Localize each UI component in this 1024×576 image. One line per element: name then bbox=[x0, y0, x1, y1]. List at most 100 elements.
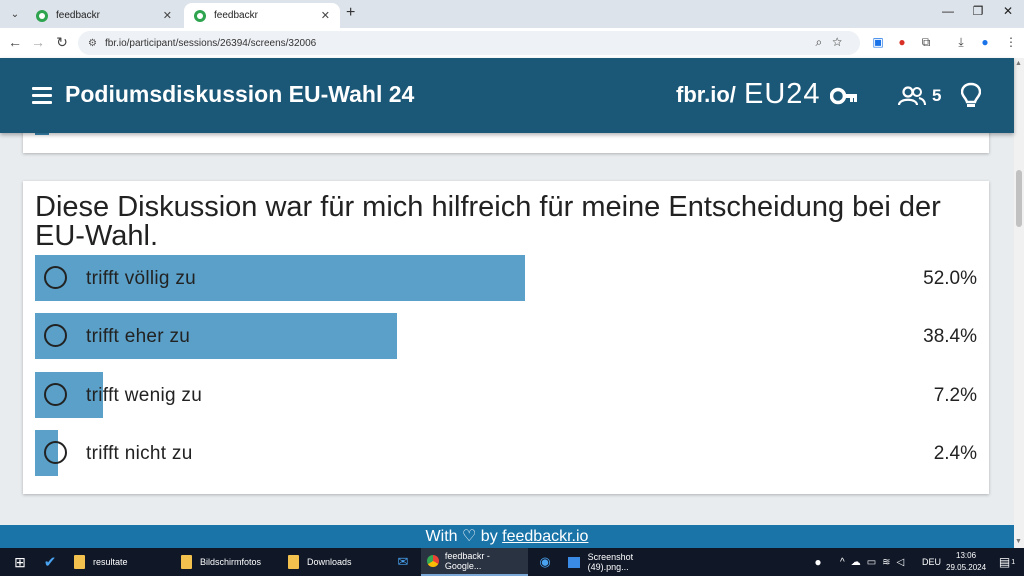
question-text: Diese Diskussion war für mich hilfreich … bbox=[35, 191, 941, 252]
answer-option[interactable]: trifft eher zu 38.4% bbox=[35, 313, 977, 359]
lightbulb-icon[interactable] bbox=[960, 82, 982, 115]
taskbar-app[interactable]: Downloads bbox=[282, 548, 386, 576]
image-viewer-icon bbox=[568, 556, 580, 568]
tray-chevron-icon[interactable]: ^ bbox=[840, 556, 851, 568]
answer-option[interactable]: trifft nicht zu 2.4% bbox=[35, 430, 977, 476]
windows-taskbar: ⊞ ✔ resultate Bildschirmfotos Downloads … bbox=[0, 548, 1024, 576]
hamburger-menu-icon[interactable] bbox=[32, 87, 52, 104]
url-text: fbr.io/participant/sessions/26394/screen… bbox=[104, 37, 317, 49]
session-code: EU24 bbox=[744, 78, 821, 110]
app-header: Podiumsdiskussion EU-Wahl 24 fbr.io/ EU2… bbox=[0, 58, 1014, 133]
taskbar-app-label: Bildschirmfotos bbox=[200, 557, 262, 567]
footer-by: by bbox=[480, 528, 498, 545]
checkmark-app-icon[interactable]: ✔ bbox=[43, 554, 57, 571]
feedbackr-favicon-icon bbox=[36, 9, 48, 22]
radio-button-icon[interactable] bbox=[44, 441, 67, 464]
zoom-icon[interactable]: ⌕ bbox=[815, 35, 833, 49]
option-percent: 7.2% bbox=[933, 385, 977, 406]
extension-icon[interactable]: ▣ bbox=[872, 35, 884, 49]
taskbar-app-label: resultate bbox=[93, 557, 128, 567]
tab-title: feedbackr bbox=[56, 10, 100, 21]
taskbar-app-label: feedbackr - Google... bbox=[444, 551, 490, 571]
notification-app-icon[interactable]: ● bbox=[814, 555, 822, 569]
language-indicator[interactable]: DEU bbox=[922, 557, 942, 567]
folder-icon bbox=[74, 555, 85, 569]
minimize-icon[interactable]: — bbox=[942, 4, 954, 18]
page-scrollbar[interactable]: ▲ ▼ bbox=[1014, 58, 1024, 548]
option-label: trifft nicht zu bbox=[86, 443, 193, 464]
feedbackr-link[interactable]: feedbackr.io bbox=[502, 528, 589, 545]
browser-tab-2[interactable]: feedbackr ✕ bbox=[184, 3, 340, 28]
radio-button-icon[interactable] bbox=[44, 266, 67, 289]
option-label: trifft wenig zu bbox=[86, 385, 203, 406]
previous-question-card bbox=[23, 133, 989, 153]
wifi-icon[interactable]: ≋ bbox=[882, 556, 897, 568]
profile-avatar-icon[interactable]: ● bbox=[981, 35, 989, 49]
footer-bar: With ♡ by feedbackr.io bbox=[0, 525, 1014, 548]
heart-icon: ♡ bbox=[462, 528, 477, 545]
footer-prefix: With bbox=[425, 528, 458, 545]
option-label: trifft völlig zu bbox=[86, 268, 197, 289]
browser-tab-strip: ⌄ feedbackr ✕ feedbackr ✕ + — ❐ ✕ bbox=[0, 0, 1024, 28]
browser-tab-1[interactable]: feedbackr ✕ bbox=[26, 3, 182, 28]
notification-count: 1 bbox=[1011, 558, 1016, 566]
taskbar-app-active[interactable]: feedbackr - Google... bbox=[421, 548, 528, 576]
reload-icon[interactable]: ↻ bbox=[56, 34, 68, 50]
taskbar-app-label: Downloads bbox=[307, 557, 352, 567]
chrome-icon bbox=[427, 555, 439, 567]
result-bar bbox=[35, 255, 525, 301]
site-info-icon[interactable]: ⚙ bbox=[88, 37, 97, 49]
more-menu-icon[interactable]: ⋮ bbox=[1005, 35, 1017, 49]
clock-date: 29.05.2024 bbox=[946, 563, 987, 572]
browser-app-icon[interactable]: ◉ bbox=[539, 554, 551, 569]
mail-icon[interactable]: ✉ bbox=[397, 554, 409, 569]
radio-button-icon[interactable] bbox=[44, 324, 67, 347]
option-percent: 38.4% bbox=[923, 326, 977, 347]
content-area: Diese Diskussion war für mich hilfreich … bbox=[0, 133, 1014, 525]
battery-icon[interactable]: ▭ bbox=[866, 556, 883, 568]
taskbar-app[interactable]: Screenshot (49).png... bbox=[562, 548, 674, 576]
back-icon[interactable]: ← bbox=[8, 34, 22, 50]
clock-time: 13:06 bbox=[956, 551, 977, 560]
browser-toolbar: ← → ↻ ⚙ fbr.io/participant/sessions/2639… bbox=[0, 28, 1024, 58]
new-tab-icon[interactable]: + bbox=[346, 4, 356, 21]
scroll-thumb[interactable] bbox=[1016, 170, 1022, 227]
scroll-up-icon[interactable]: ▲ bbox=[1015, 60, 1022, 67]
notification-center-icon[interactable]: ▤ 1 bbox=[998, 555, 1016, 569]
volume-icon[interactable]: ◁ bbox=[896, 556, 911, 568]
feedbackr-favicon-icon bbox=[194, 9, 206, 22]
system-clock[interactable]: 13:06 29.05.2024 bbox=[946, 550, 986, 574]
extensions-puzzle-icon[interactable]: ⧉ bbox=[921, 35, 931, 49]
fbr-link-prefix: fbr.io/ bbox=[676, 82, 736, 107]
answer-option[interactable]: trifft völlig zu 52.0% bbox=[35, 255, 977, 301]
result-bar bbox=[35, 313, 397, 359]
close-tab-icon[interactable]: ✕ bbox=[320, 10, 330, 22]
close-tab-icon[interactable]: ✕ bbox=[162, 10, 172, 22]
taskbar-app[interactable]: Bildschirmfotos bbox=[175, 548, 279, 576]
restore-icon[interactable]: ❐ bbox=[972, 4, 984, 18]
onedrive-icon[interactable]: ☁ bbox=[850, 556, 867, 568]
page-title: Podiumsdiskussion EU-Wahl 24 bbox=[65, 81, 415, 107]
scroll-down-icon[interactable]: ▼ bbox=[1015, 538, 1022, 545]
folder-icon bbox=[288, 555, 299, 569]
forward-icon[interactable]: → bbox=[31, 34, 45, 50]
option-percent: 52.0% bbox=[923, 268, 977, 289]
option-label: trifft eher zu bbox=[86, 326, 191, 347]
participants-icon bbox=[897, 86, 926, 111]
key-icon[interactable] bbox=[829, 87, 858, 110]
tab-search-chevron-icon[interactable]: ⌄ bbox=[10, 8, 20, 20]
taskbar-app[interactable]: resultate bbox=[68, 548, 172, 576]
answer-option[interactable]: trifft wenig zu 7.2% bbox=[35, 372, 977, 418]
participant-count: 5 bbox=[932, 86, 942, 105]
windows-start-icon[interactable]: ⊞ bbox=[14, 553, 26, 570]
question-card: Diese Diskussion war für mich hilfreich … bbox=[23, 181, 989, 494]
extension-icon[interactable]: ● bbox=[898, 35, 906, 49]
system-tray[interactable]: ^ ☁ ▭ ≋ ◁ bbox=[840, 548, 916, 576]
folder-icon bbox=[181, 555, 192, 569]
tab-title: feedbackr bbox=[214, 10, 258, 21]
bookmark-star-icon[interactable]: ☆ bbox=[832, 35, 852, 49]
radio-button-icon[interactable] bbox=[44, 383, 67, 406]
address-bar[interactable]: ⚙ fbr.io/participant/sessions/26394/scre… bbox=[78, 31, 860, 55]
close-window-icon[interactable]: ✕ bbox=[1002, 4, 1014, 18]
download-icon[interactable]: ⤓ bbox=[958, 35, 964, 49]
